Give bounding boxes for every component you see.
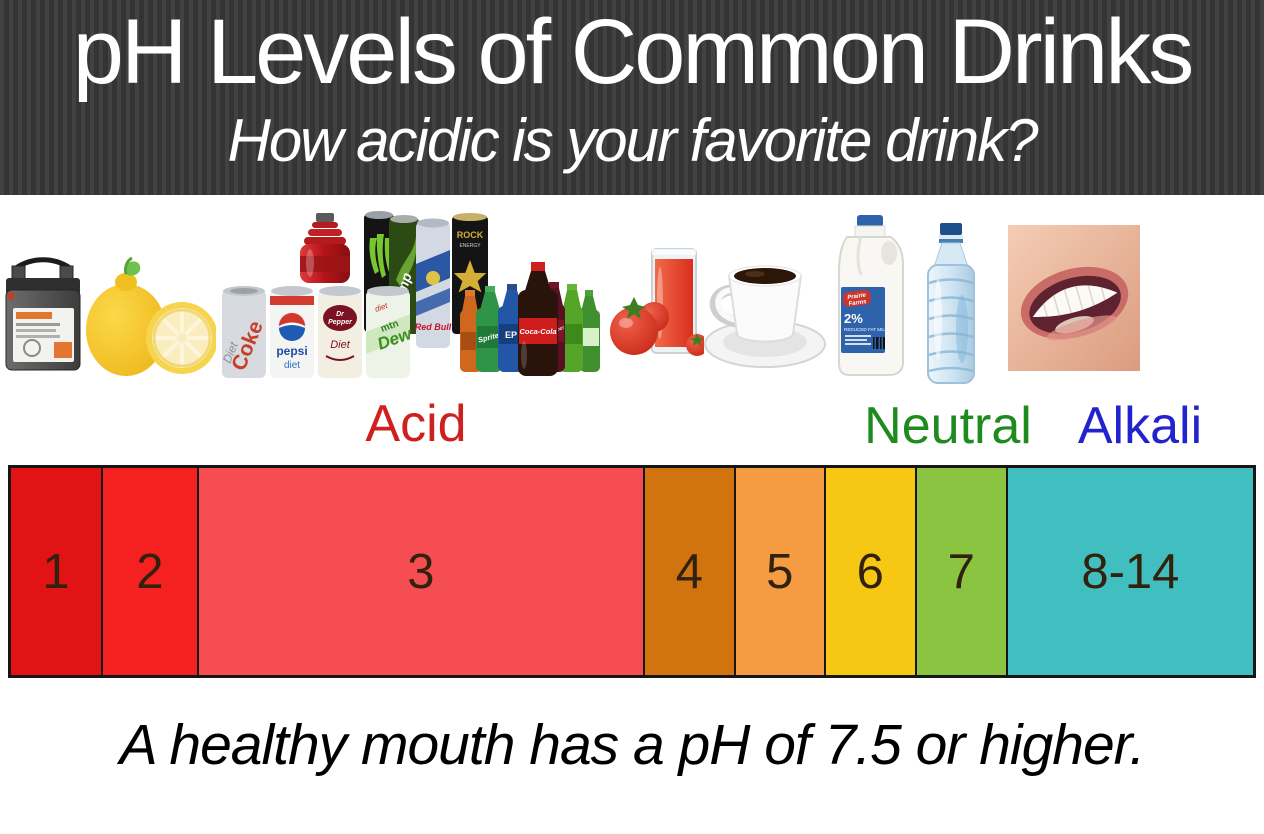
milk-brand-line1: Prairie [847,293,867,302]
ph-segment-6: 6 [825,468,917,675]
milk-brand-line2: Farms [848,299,867,308]
drpepper-sublabel: Diet [330,339,351,351]
energy-drinks-illustration: amp Red Bull ROCK ENERGY [364,211,488,348]
water-bottle-illustration [927,223,975,384]
sports-drink-illustration [300,213,350,283]
rockstar-sublabel: ENERGY [459,243,481,249]
tomato-juice-illustration [610,248,704,356]
ph-segment-1: 1 [11,468,103,675]
header: pH Levels of Common Drinks How acidic is… [0,0,1264,195]
ph-segment-7: 7 [916,468,1008,675]
ph-segment-label: 5 [766,544,794,599]
ph-segment-3: 3 [198,468,645,675]
milk-type: REDUCED FAT MILK [844,327,889,332]
page-subtitle: How acidic is your favorite drink? [227,106,1038,174]
pepsi-label: pepsi [276,344,307,358]
zone-label-alkali: Alkali [1077,397,1203,455]
zone-label-neutral: Neutral [864,397,1032,455]
dew-sublabel: diet [374,301,390,314]
drpepper-line1: Dr [336,311,345,318]
redbull-label: Red Bull [415,322,452,332]
ph-segment-label: 6 [856,544,884,599]
ph-segment-label: 7 [947,544,975,599]
milk-jug-illustration: Prairie Farms 2% REDUCED FAT MILK [838,215,904,376]
coke-bottle-label: Coca-Cola [519,327,556,336]
ph-segment-label: 8-14 [1081,544,1180,599]
ph-segment-label: 4 [675,544,703,599]
ph-segment-4: 4 [644,468,736,675]
rockstar-label: ROCK [457,230,484,240]
ph-segment-8-14: 8-14 [1007,468,1253,675]
ph-segment-label: 1 [42,544,70,599]
diet-soda-cans-illustration: Diet Coke pepsi diet Dr Pepper Diet diet [220,286,414,378]
soda-bottles-illustration: Dr Pepper Sprite EP Coca-Cola [460,262,600,376]
ph-segment-5: 5 [735,468,826,675]
car-battery-illustration [5,257,81,371]
mouth-illustration [1008,225,1140,371]
ph-segment-label: 3 [407,544,435,599]
pepsi-sublabel: diet [284,360,300,371]
drpepper-line2: Pepper [328,319,353,326]
pepsi-bottle-label: EP [505,330,517,340]
zone-label-acid: Acid [365,395,467,453]
ph-segment-2: 2 [102,468,199,675]
coffee-cup-illustration [704,265,826,368]
milk-grade: 2% [844,311,863,326]
footer-note: A healthy mouth has a pH of 7.5 or highe… [119,713,1146,777]
ph-scale-bar: 1 2 3 4 5 6 7 8-14 [8,465,1256,678]
page-title: pH Levels of Common Drinks [72,1,1194,103]
lemon-illustration [86,256,216,376]
ph-segment-label: 2 [136,544,164,599]
